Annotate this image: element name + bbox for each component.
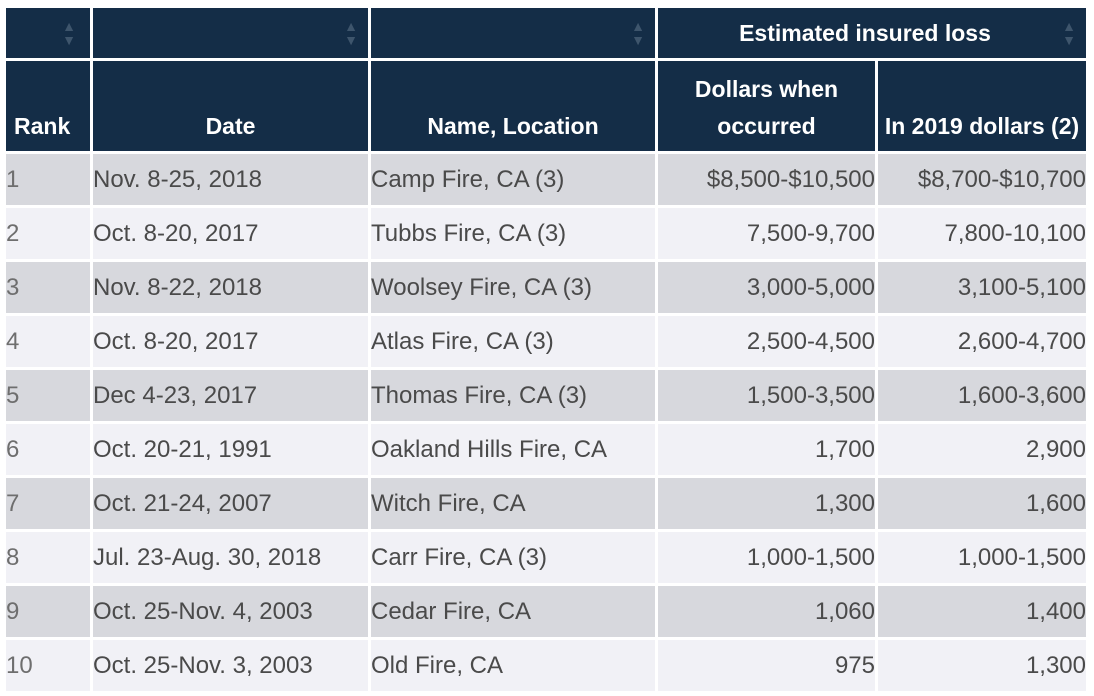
- name-location-cell: Witch Fire, CA: [371, 478, 655, 529]
- rank-cell: 1: [6, 154, 90, 205]
- dollars-2019-cell: 3,100-5,100: [878, 262, 1086, 313]
- name-location-cell: Atlas Fire, CA (3): [371, 316, 655, 367]
- header-row-top: ▲ ▼ ▲ ▼ ▲ ▼ Estimated insured loss ▲ ▼: [6, 8, 1086, 58]
- dollars-2019-cell: 1,000-1,500: [878, 532, 1086, 583]
- table-row: 2 Oct. 8-20, 2017 Tubbs Fire, CA (3) 7,5…: [6, 208, 1086, 259]
- table-row: 9 Oct. 25-Nov. 4, 2003 Cedar Fire, CA 1,…: [6, 586, 1086, 637]
- rank-cell: 6: [6, 424, 90, 475]
- rank-cell: 10: [6, 640, 90, 691]
- dollars-2019-cell: 2,600-4,700: [878, 316, 1086, 367]
- column-header-date[interactable]: Date: [93, 61, 368, 151]
- name-sort-header[interactable]: ▲ ▼: [371, 8, 655, 58]
- sort-arrows-icon: ▲ ▼: [631, 18, 645, 48]
- dollars-2019-cell: $8,700-$10,700: [878, 154, 1086, 205]
- name-location-cell: Oakland Hills Fire, CA: [371, 424, 655, 475]
- date-cell: Nov. 8-22, 2018: [93, 262, 368, 313]
- name-location-cell: Cedar Fire, CA: [371, 586, 655, 637]
- dollars-occurred-cell: 1,000-1,500: [658, 532, 875, 583]
- rank-cell: 5: [6, 370, 90, 421]
- sort-arrows-icon: ▲ ▼: [1062, 18, 1076, 48]
- dollars-occurred-cell: 1,700: [658, 424, 875, 475]
- rank-cell: 4: [6, 316, 90, 367]
- dollars-2019-cell: 1,300: [878, 640, 1086, 691]
- rank-cell: 3: [6, 262, 90, 313]
- dollars-occurred-cell: $8,500-$10,500: [658, 154, 875, 205]
- date-cell: Oct. 25-Nov. 3, 2003: [93, 640, 368, 691]
- date-sort-header[interactable]: ▲ ▼: [93, 8, 368, 58]
- table-row: 10 Oct. 25-Nov. 3, 2003 Old Fire, CA 975…: [6, 640, 1086, 691]
- dollars-2019-cell: 7,800-10,100: [878, 208, 1086, 259]
- table-row: 4 Oct. 8-20, 2017 Atlas Fire, CA (3) 2,5…: [6, 316, 1086, 367]
- name-location-cell: Camp Fire, CA (3): [371, 154, 655, 205]
- table-row: 6 Oct. 20-21, 1991 Oakland Hills Fire, C…: [6, 424, 1086, 475]
- date-cell: Nov. 8-25, 2018: [93, 154, 368, 205]
- rank-sort-header[interactable]: ▲ ▼: [6, 8, 90, 58]
- dollars-occurred-cell: 3,000-5,000: [658, 262, 875, 313]
- name-location-cell: Old Fire, CA: [371, 640, 655, 691]
- group-header-label: Estimated insured loss: [739, 19, 991, 46]
- header-row-columns: Rank Date Name, Location Dollars when oc…: [6, 61, 1086, 151]
- column-header-rank[interactable]: Rank: [6, 61, 90, 151]
- rank-cell: 8: [6, 532, 90, 583]
- dollars-occurred-cell: 1,500-3,500: [658, 370, 875, 421]
- estimated-insured-loss-header[interactable]: Estimated insured loss ▲ ▼: [658, 8, 1086, 58]
- column-header-name-location[interactable]: Name, Location: [371, 61, 655, 151]
- name-location-cell: Woolsey Fire, CA (3): [371, 262, 655, 313]
- table-row: 3 Nov. 8-22, 2018 Woolsey Fire, CA (3) 3…: [6, 262, 1086, 313]
- dollars-occurred-cell: 1,300: [658, 478, 875, 529]
- table-row: 5 Dec 4-23, 2017 Thomas Fire, CA (3) 1,5…: [6, 370, 1086, 421]
- date-cell: Oct. 25-Nov. 4, 2003: [93, 586, 368, 637]
- table-row: 7 Oct. 21-24, 2007 Witch Fire, CA 1,300 …: [6, 478, 1086, 529]
- dollars-occurred-cell: 1,060: [658, 586, 875, 637]
- dollars-2019-cell: 1,600: [878, 478, 1086, 529]
- column-header-in-2019-dollars[interactable]: In 2019 dollars (2): [878, 61, 1086, 151]
- date-cell: Oct. 8-20, 2017: [93, 208, 368, 259]
- dollars-2019-cell: 1,600-3,600: [878, 370, 1086, 421]
- name-location-cell: Thomas Fire, CA (3): [371, 370, 655, 421]
- dollars-occurred-cell: 975: [658, 640, 875, 691]
- date-cell: Oct. 21-24, 2007: [93, 478, 368, 529]
- date-cell: Oct. 20-21, 1991: [93, 424, 368, 475]
- column-header-dollars-when-occurred[interactable]: Dollars when occurred: [658, 61, 875, 151]
- date-cell: Dec 4-23, 2017: [93, 370, 368, 421]
- dollars-occurred-cell: 7,500-9,700: [658, 208, 875, 259]
- table-row: 1 Nov. 8-25, 2018 Camp Fire, CA (3) $8,5…: [6, 154, 1086, 205]
- sort-arrows-icon: ▲ ▼: [62, 18, 76, 48]
- insured-loss-table: ▲ ▼ ▲ ▼ ▲ ▼ Estimated insured loss ▲ ▼ Rank …: [3, 5, 1089, 694]
- dollars-occurred-cell: 2,500-4,500: [658, 316, 875, 367]
- rank-cell: 9: [6, 586, 90, 637]
- rank-cell: 7: [6, 478, 90, 529]
- name-location-cell: Carr Fire, CA (3): [371, 532, 655, 583]
- date-cell: Oct. 8-20, 2017: [93, 316, 368, 367]
- table-row: 8 Jul. 23-Aug. 30, 2018 Carr Fire, CA (3…: [6, 532, 1086, 583]
- sort-arrows-icon: ▲ ▼: [344, 18, 358, 48]
- dollars-2019-cell: 2,900: [878, 424, 1086, 475]
- dollars-2019-cell: 1,400: [878, 586, 1086, 637]
- name-location-cell: Tubbs Fire, CA (3): [371, 208, 655, 259]
- rank-cell: 2: [6, 208, 90, 259]
- date-cell: Jul. 23-Aug. 30, 2018: [93, 532, 368, 583]
